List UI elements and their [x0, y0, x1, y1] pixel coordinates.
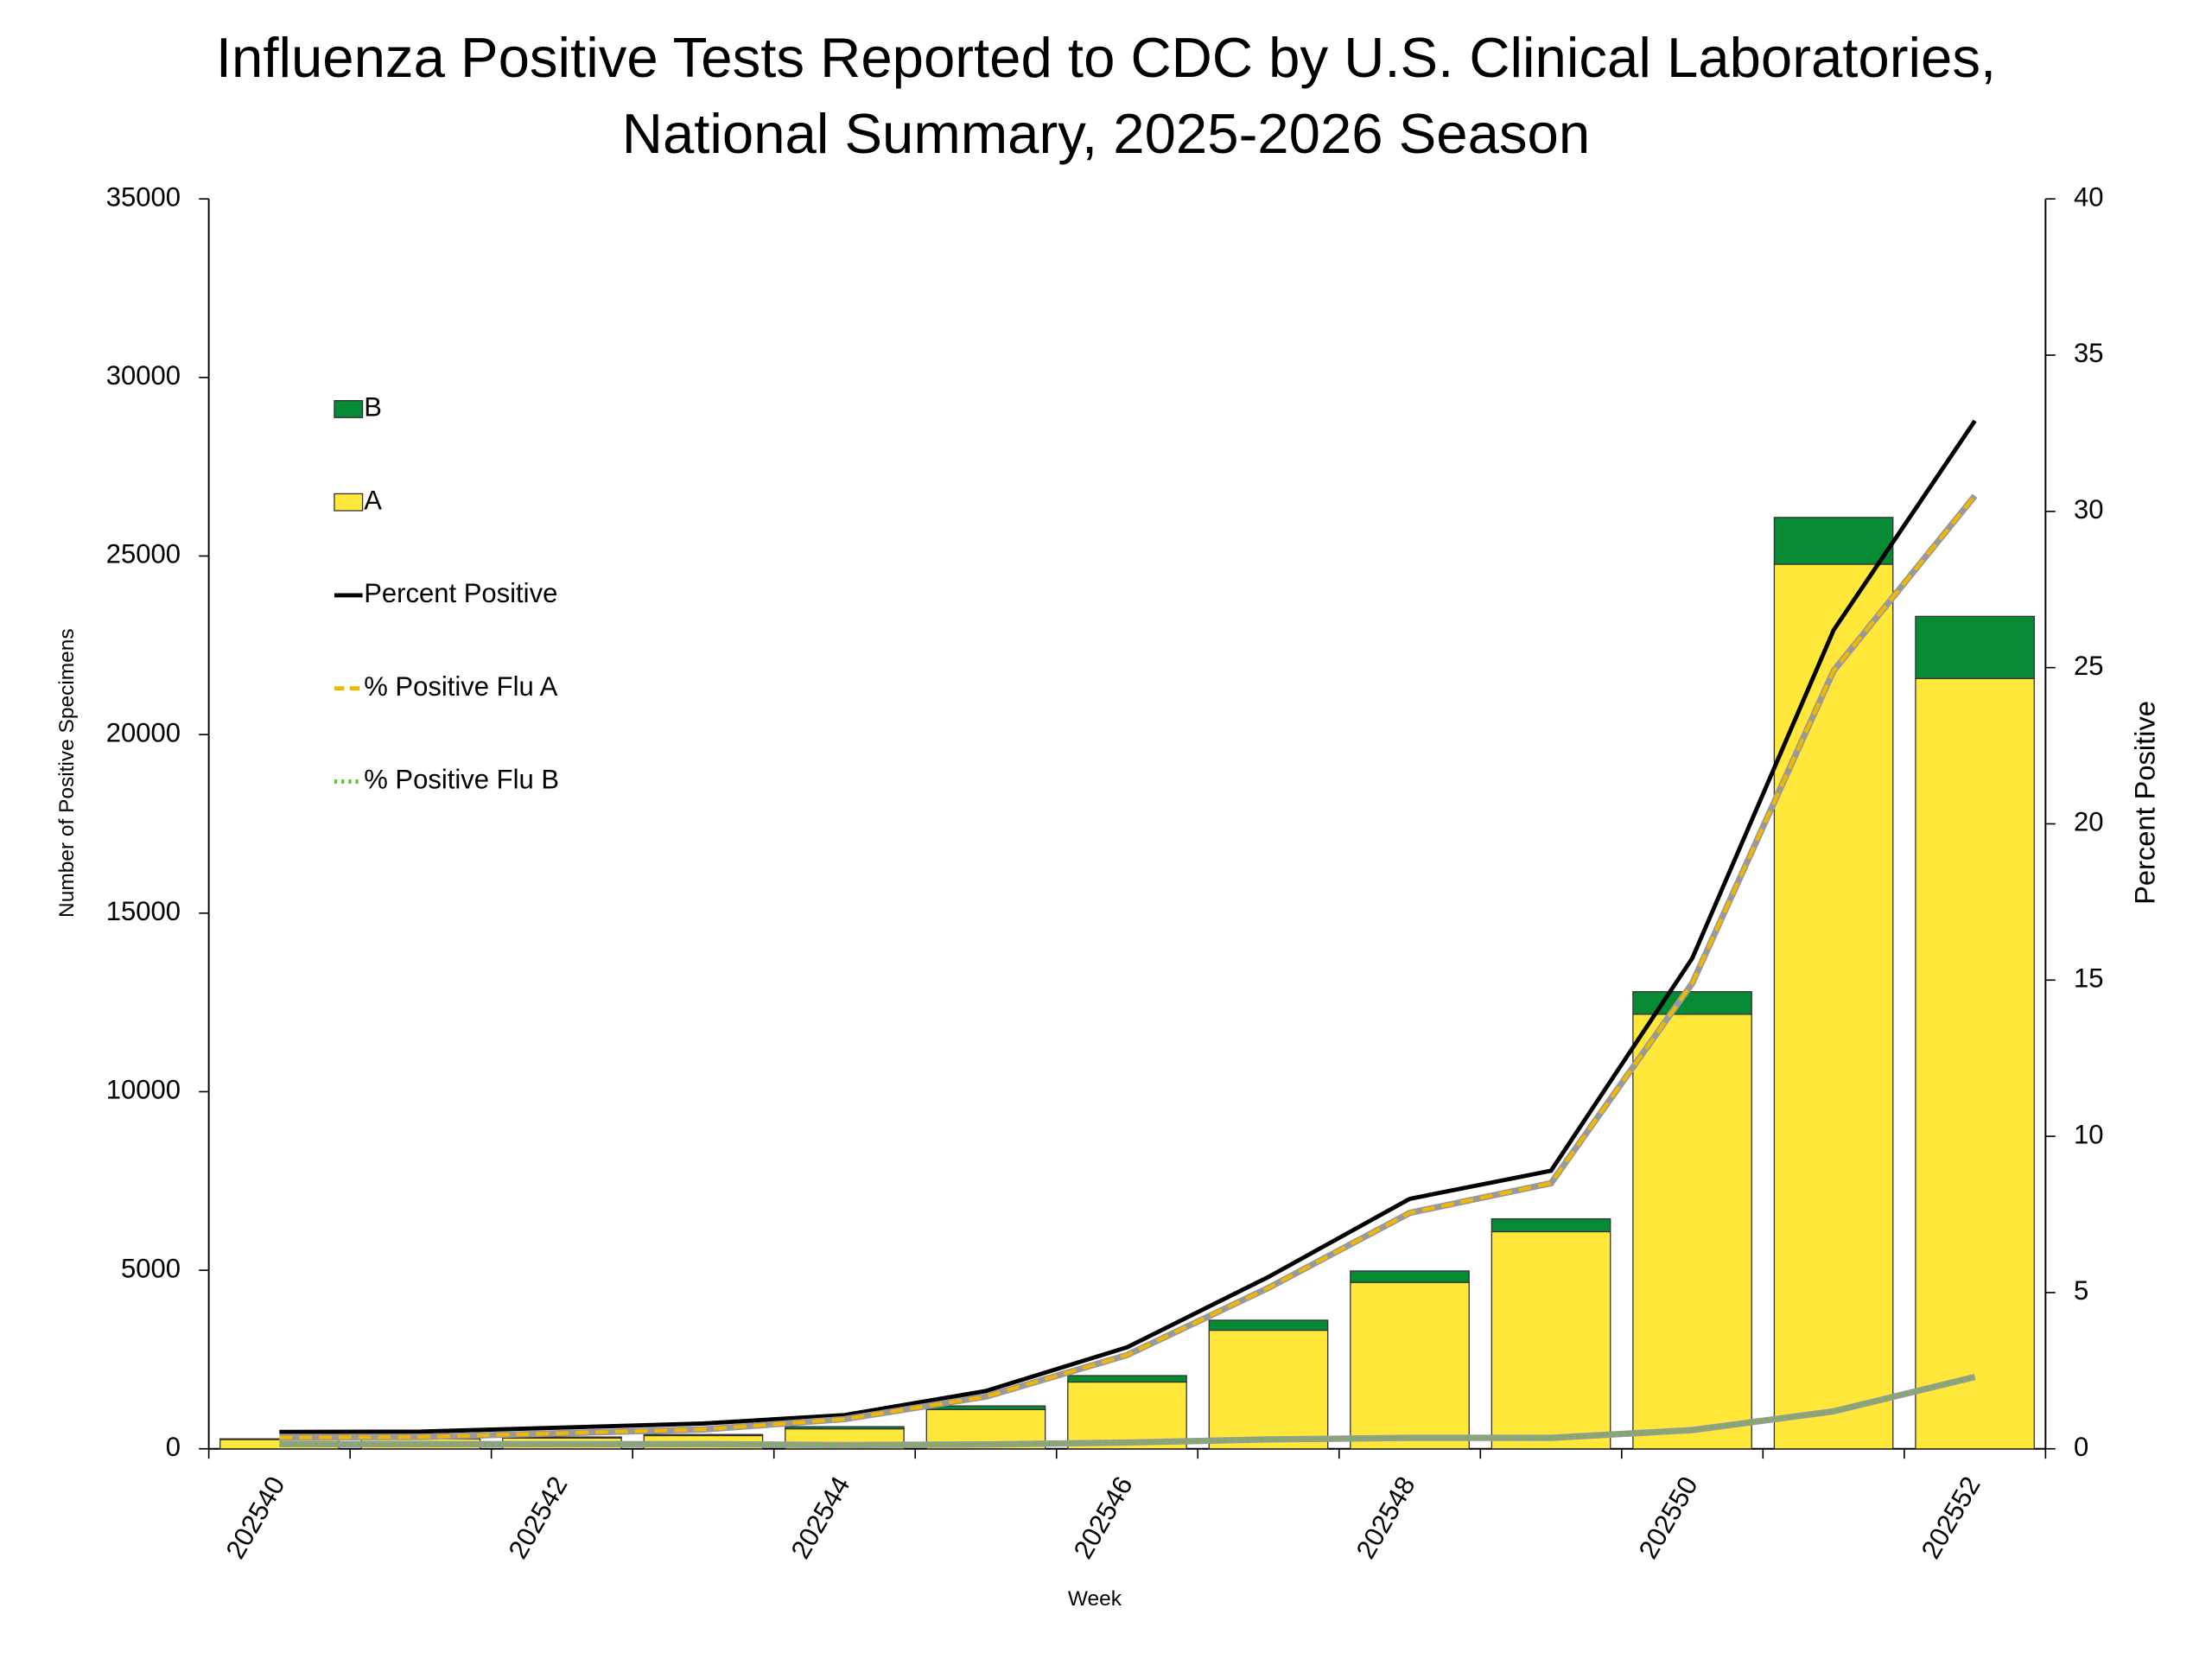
bar-segment	[1067, 1375, 1187, 1383]
y2-tick-label: 5	[2074, 1275, 2088, 1306]
legend-swatch	[334, 493, 364, 512]
y2-tick-label: 20	[2074, 807, 2104, 837]
y2-axis-title: Percent Positive	[2129, 701, 2161, 905]
y2-tick-label: 0	[2074, 1432, 2088, 1462]
y-tick-label: 10000	[106, 1075, 181, 1105]
bar-segment	[1350, 1270, 1470, 1283]
legend-label: % Positive Flu B	[364, 765, 559, 795]
legend-swatch	[334, 400, 364, 418]
y2-tick-label: 30	[2074, 494, 2104, 524]
y2-tick-label: 25	[2074, 651, 2104, 681]
y2-tick-label: 10	[2074, 1119, 2104, 1149]
legend-label: Percent Positive	[364, 578, 557, 608]
bar-segment	[1208, 1319, 1329, 1332]
y-tick-label: 15000	[106, 896, 181, 926]
bar-segment	[1208, 1329, 1329, 1450]
bar-segment	[1491, 1217, 1611, 1233]
bar-segment	[643, 1433, 764, 1437]
line-series	[279, 1375, 1976, 1447]
bar-segment	[1915, 615, 2035, 679]
legend-label: B	[364, 392, 382, 423]
y-tick-label: 25000	[106, 539, 181, 569]
y2-tick-label: 35	[2074, 338, 2104, 368]
bar-segment	[1491, 1230, 1611, 1450]
y-tick-label: 5000	[121, 1253, 181, 1283]
bar-segment	[785, 1426, 905, 1430]
bar-segment	[1632, 1014, 1752, 1450]
bar-segment	[1632, 991, 1752, 1015]
chart-title: National Summary, 2025-2026 Season	[622, 102, 1590, 165]
bar-segment	[1773, 517, 1894, 565]
bar-segment	[1350, 1281, 1470, 1450]
y2-tick-label: 40	[2074, 181, 2104, 212]
line-series	[279, 419, 1977, 1434]
y-tick-label: 20000	[106, 717, 181, 747]
legend-label: A	[364, 485, 382, 515]
chart-title: Influenza Positive Tests Reported to CDC…	[216, 26, 1996, 89]
y-axis-title: Number of Positive Specimens	[55, 628, 79, 918]
y2-tick-label: 15	[2074, 963, 2104, 993]
line-series	[279, 494, 1977, 1440]
y-tick-label: 35000	[106, 181, 181, 212]
x-axis-title: Week	[1068, 1587, 1122, 1611]
y-tick-label: 30000	[106, 360, 181, 391]
bar-segment	[925, 1405, 1046, 1410]
y-tick-label: 0	[166, 1432, 181, 1462]
bar-segment	[1773, 563, 1894, 1450]
legend-label: % Positive Flu A	[364, 671, 557, 702]
bar-segment	[1915, 677, 2035, 1450]
